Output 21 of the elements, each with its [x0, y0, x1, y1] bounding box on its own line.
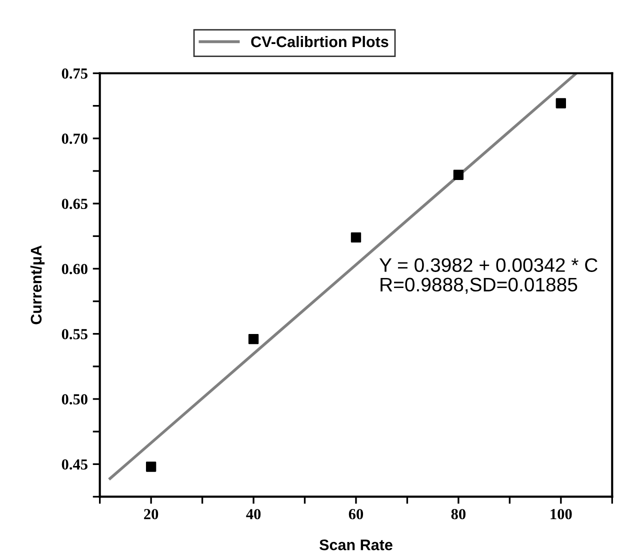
x-tick-label: 60: [348, 508, 364, 520]
y-tick-label: 0.70: [62, 134, 88, 144]
x-tick-label: 20: [144, 508, 158, 520]
point: [556, 98, 566, 108]
y-tick-label: 0.75: [62, 68, 88, 79]
y-tick-label: 0.60: [62, 264, 88, 274]
point: [350, 232, 362, 243]
annotation: Y = 0.3982 + 0.00342 * C R=0.9888,SD=0.01885: [379, 258, 598, 294]
x-tick-label: 100: [550, 508, 572, 520]
x-tick-label: 40: [246, 508, 261, 520]
x-tick-label: 80: [451, 508, 466, 520]
point: [453, 170, 464, 180]
y-tick-label: 0.50: [62, 394, 88, 405]
point: [146, 462, 156, 472]
y-tick-label: 0.45: [62, 459, 88, 470]
y-tick-label: 0.65: [62, 198, 88, 210]
x-axis-title: Scan Rate: [319, 539, 392, 550]
y-axis-title: Current/μA: [30, 245, 45, 324]
point: [248, 334, 259, 344]
legend-label: CV-Calibrtion Plots: [251, 36, 388, 48]
y-tick-label: 0.55: [62, 328, 88, 340]
